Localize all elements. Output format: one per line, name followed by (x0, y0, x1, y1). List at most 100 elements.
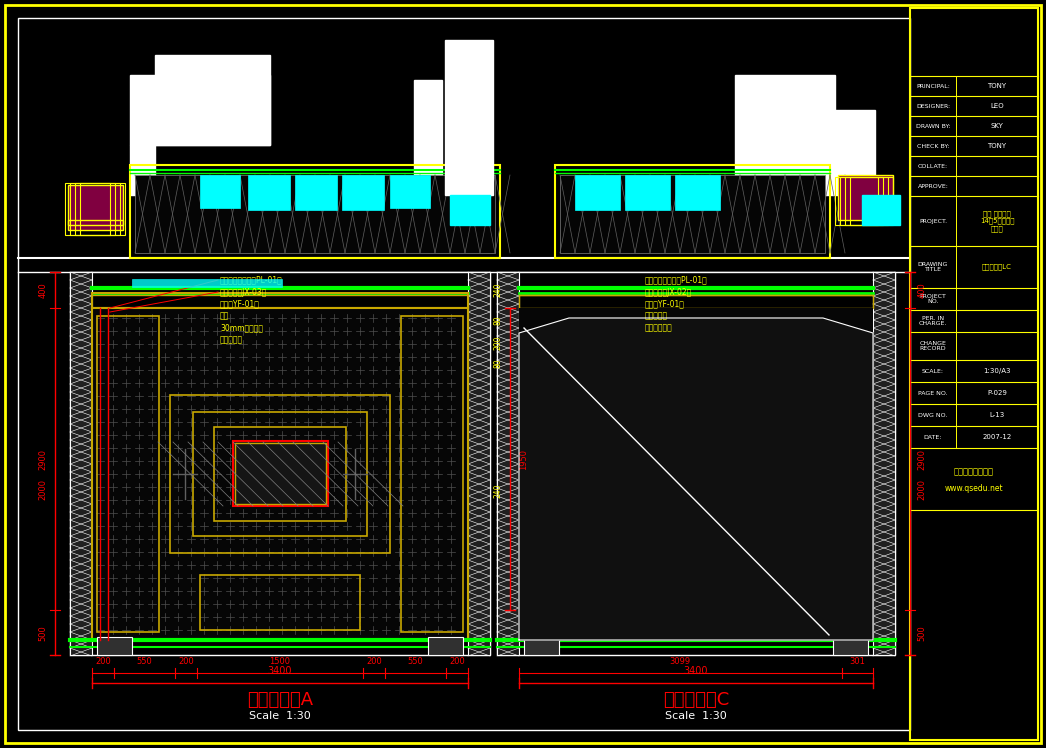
Text: PAGE NO.: PAGE NO. (918, 390, 948, 396)
Bar (845, 177, 883, 225)
Bar (555, 165, 829, 258)
Text: 吹顶区完装剪面（PL-01）: 吹顶区完装剪面（PL-01） (220, 275, 282, 284)
Bar (910, 8, 1038, 740)
Text: Scale  1:30: Scale 1:30 (249, 711, 311, 721)
Text: 筒灯（YF-01）: 筒灯（YF-01） (220, 299, 259, 308)
Bar (214, 427, 346, 521)
Text: L-13: L-13 (990, 412, 1004, 418)
Text: 金众 葛兰美舍
14栋5层初户型
样板房: 金众 葛兰美舍 14栋5层初户型 样板房 (980, 210, 1015, 232)
Text: 200: 200 (494, 336, 502, 350)
Text: 3099: 3099 (669, 657, 691, 666)
Text: 200: 200 (178, 657, 194, 666)
Text: TONY: TONY (987, 83, 1006, 89)
Bar (130, 145, 155, 195)
Text: 1950: 1950 (520, 449, 528, 470)
Text: DRAWN BY:: DRAWN BY: (915, 123, 951, 129)
Text: 200: 200 (366, 657, 382, 666)
Text: 200: 200 (449, 657, 464, 666)
Bar (401, 316, 463, 632)
Bar (200, 575, 360, 630)
Bar (873, 272, 895, 655)
Text: 2007-12: 2007-12 (982, 434, 1011, 440)
Text: 301: 301 (849, 657, 865, 666)
Bar (70, 272, 92, 655)
Text: 240: 240 (494, 484, 502, 498)
Text: DATE:: DATE: (924, 435, 942, 440)
Bar (68, 185, 123, 230)
Bar (850, 177, 878, 225)
Text: 筒灯（YF-01）: 筒灯（YF-01） (645, 299, 685, 308)
Text: LEO: LEO (991, 103, 1004, 109)
Bar (248, 175, 290, 210)
Bar (155, 55, 270, 145)
Text: APPROVE:: APPROVE: (917, 183, 949, 188)
Text: TONY: TONY (987, 143, 1006, 149)
Bar (170, 395, 390, 553)
Bar (70, 183, 120, 235)
Text: 2000: 2000 (917, 479, 927, 500)
Bar (445, 40, 493, 195)
Text: P-029: P-029 (987, 390, 1007, 396)
Text: CHECK BY:: CHECK BY: (916, 144, 950, 149)
Text: 500: 500 (917, 625, 927, 641)
Bar (342, 175, 384, 210)
Text: 30mm安木线条: 30mm安木线条 (220, 323, 263, 333)
Bar (194, 412, 367, 536)
Text: 餐厅立面图C: 餐厅立面图C (663, 691, 729, 709)
Bar (235, 443, 326, 504)
Text: 筒灯: 筒灯 (220, 311, 229, 320)
Text: 80: 80 (494, 358, 502, 368)
Text: 吹顶区完装剪面（PL-01）: 吹顶区完装剪面（PL-01） (645, 275, 708, 284)
Text: 200: 200 (95, 657, 111, 666)
Polygon shape (519, 318, 873, 640)
Bar (626, 175, 670, 210)
Bar (414, 80, 442, 195)
Bar (130, 75, 270, 145)
Bar (468, 272, 490, 655)
Text: 餐厅立面图LC: 餐厅立面图LC (982, 264, 1011, 270)
Bar (18, 18, 910, 730)
Text: PRINCIPAL:: PRINCIPAL: (916, 84, 950, 88)
Bar (92, 293, 468, 308)
Bar (130, 165, 500, 258)
Text: 400: 400 (917, 282, 927, 298)
Text: DWG NO.: DWG NO. (918, 412, 948, 417)
Bar (835, 110, 876, 195)
Text: 亚金槽大理石: 亚金槽大理石 (645, 323, 673, 333)
Bar (840, 177, 888, 225)
Text: 500: 500 (39, 625, 47, 641)
Bar (68, 220, 123, 225)
Text: 1:30/A3: 1:30/A3 (983, 368, 1010, 374)
Text: 2900: 2900 (917, 449, 927, 470)
Text: 550: 550 (408, 657, 424, 666)
Text: SCALE:: SCALE: (922, 369, 943, 373)
Bar (70, 272, 490, 655)
Text: SKY: SKY (991, 123, 1003, 129)
Bar (200, 175, 240, 208)
Bar (233, 441, 328, 506)
Bar (862, 195, 900, 225)
Bar (428, 637, 463, 655)
Bar (497, 272, 519, 655)
Text: 1500: 1500 (270, 657, 291, 666)
Text: 3400: 3400 (268, 666, 292, 676)
Text: Scale  1:30: Scale 1:30 (665, 711, 727, 721)
Bar (497, 272, 895, 655)
Text: 餐厅立面图A: 餐厅立面图A (247, 691, 313, 709)
Bar (835, 177, 893, 225)
Bar (519, 308, 873, 640)
Bar (97, 316, 159, 632)
Bar (560, 175, 825, 253)
Bar (295, 175, 337, 210)
Bar (833, 637, 868, 655)
Text: 齐生设计职业学校: 齐生设计职业学校 (954, 467, 994, 476)
Text: 550: 550 (137, 657, 153, 666)
Bar (390, 175, 430, 208)
Text: 2900: 2900 (39, 449, 47, 470)
Bar (132, 279, 282, 287)
Text: CHANGE
RECORD: CHANGE RECORD (919, 340, 947, 352)
Bar (735, 75, 835, 195)
Bar (519, 295, 873, 308)
Text: PROJECT
NO.: PROJECT NO. (919, 294, 947, 304)
Text: 安木盘型板: 安木盘型板 (220, 336, 243, 345)
